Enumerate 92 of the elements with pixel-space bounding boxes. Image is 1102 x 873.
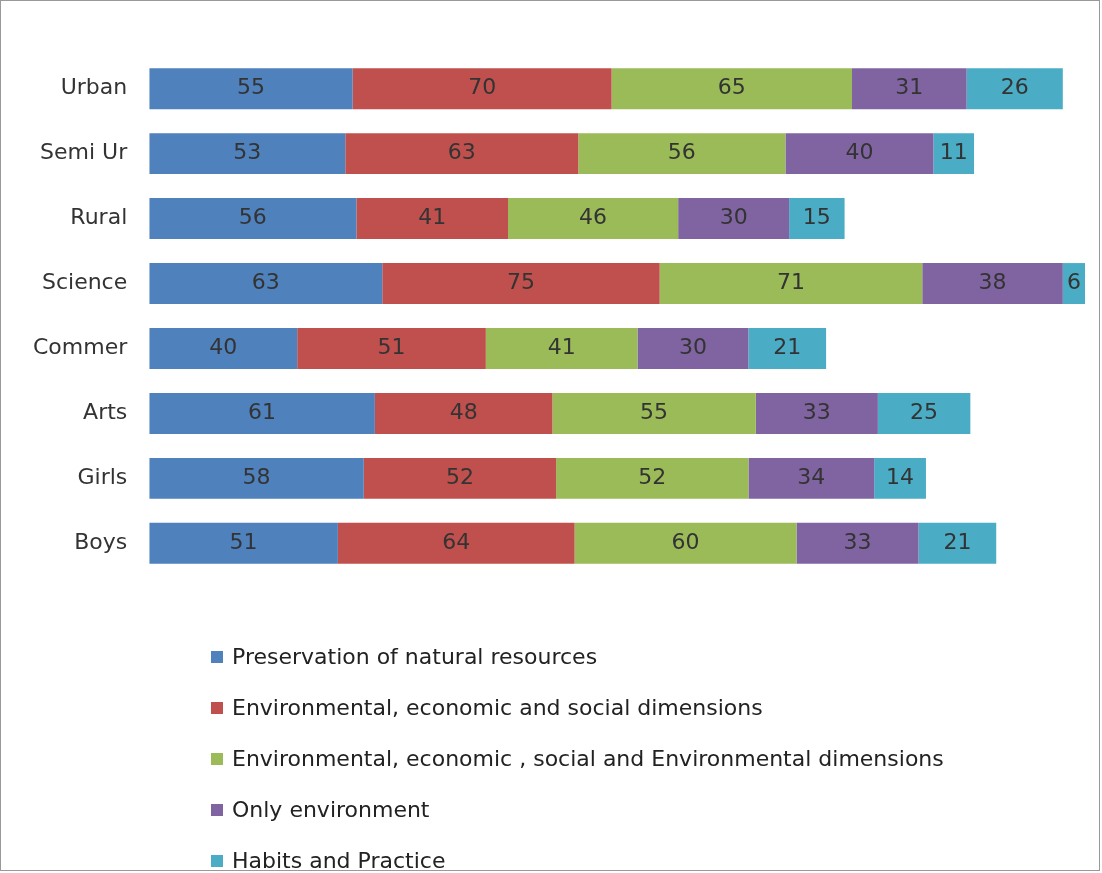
legend-label: Habits and Practice (232, 848, 446, 872)
bar (637, 328, 749, 369)
bar (918, 522, 997, 564)
bar (877, 392, 971, 434)
bar (789, 198, 845, 240)
bar (922, 263, 1063, 304)
bar (149, 328, 298, 369)
data-label: 64 (442, 529, 471, 555)
data-label: 75 (506, 269, 535, 295)
bar (337, 522, 575, 564)
data-label: 26 (1000, 74, 1029, 100)
data-label: 33 (802, 399, 831, 425)
bar (574, 522, 797, 564)
data-label: 30 (678, 334, 707, 360)
data-label: 55 (640, 399, 669, 425)
bar (611, 68, 852, 110)
data-label: 15 (802, 204, 831, 230)
data-label: 38 (978, 269, 1007, 295)
bar (966, 68, 1063, 110)
data-label: 71 (776, 269, 805, 295)
data-label: 52 (445, 464, 474, 490)
y-tick-label: Science (41, 269, 128, 295)
data-label: 52 (638, 464, 667, 490)
bar (659, 263, 923, 304)
bar (149, 68, 353, 110)
data-label: 63 (447, 139, 476, 165)
data-label: 21 (943, 529, 972, 555)
bar (149, 198, 357, 240)
bar (149, 133, 346, 175)
data-label: 56 (667, 139, 696, 165)
bar (578, 133, 786, 175)
data-label: 30 (719, 204, 748, 230)
bar (363, 457, 557, 499)
bar (874, 457, 926, 499)
data-label: 63 (251, 269, 280, 295)
y-tick-label: Rural (70, 204, 128, 230)
data-label: 11 (939, 139, 968, 165)
legend-label: Only environment (232, 797, 430, 822)
data-label: 14 (886, 464, 915, 490)
data-label: 40 (845, 139, 874, 165)
bar (785, 133, 934, 175)
data-label: 48 (449, 399, 478, 425)
bar (485, 328, 638, 369)
legend-label: Preservation of natural resources (232, 644, 598, 669)
bar (374, 392, 553, 434)
data-label: 40 (209, 334, 238, 360)
bar (149, 457, 364, 499)
y-tick-label: Urban (60, 74, 128, 100)
bar (352, 68, 612, 110)
bar (356, 198, 509, 240)
bar (149, 263, 383, 304)
y-tick-label: Semi Ur (40, 139, 129, 165)
data-label: 31 (895, 74, 924, 100)
data-label: 70 (468, 74, 497, 100)
data-label: 25 (910, 399, 939, 425)
bar (748, 457, 875, 499)
data-label: 41 (418, 204, 447, 230)
data-label: 55 (236, 74, 265, 100)
bar (149, 522, 338, 564)
y-tick-label: Commer (33, 334, 129, 360)
bar (149, 392, 375, 434)
bar (933, 133, 975, 175)
data-label: 56 (238, 204, 267, 230)
bar (748, 328, 827, 369)
data-label: 21 (773, 334, 802, 360)
data-label: 53 (233, 139, 262, 165)
legend-label: Environmental, economic , social and Environmental dimensions (232, 746, 944, 771)
data-label: 51 (377, 334, 406, 360)
bar (556, 457, 749, 499)
data-label: 51 (229, 529, 258, 555)
bar (297, 328, 486, 369)
data-label: 58 (242, 464, 271, 490)
y-tick-label: Arts (83, 399, 128, 425)
bar (345, 133, 579, 175)
data-label: 60 (671, 529, 700, 555)
bar (796, 522, 919, 564)
data-label: 34 (797, 464, 826, 490)
data-label: 61 (248, 399, 277, 425)
bar (851, 68, 967, 110)
data-label: 6 (1066, 269, 1081, 295)
legend-label: Environmental, economic and social dimensions (232, 695, 763, 720)
data-label: 65 (717, 74, 746, 100)
bar (508, 198, 679, 240)
y-tick-label: Boys (74, 529, 128, 555)
data-label: 33 (843, 529, 872, 555)
y-tick-label: Girls (77, 464, 128, 490)
data-label: 41 (547, 334, 576, 360)
bar (382, 263, 660, 304)
bar (678, 198, 790, 240)
bar (552, 392, 756, 434)
data-label: 46 (579, 204, 608, 230)
bar (755, 392, 878, 434)
